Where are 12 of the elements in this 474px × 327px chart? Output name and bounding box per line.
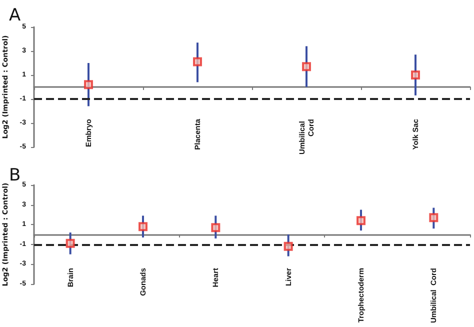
point	[66, 238, 75, 248]
point	[356, 216, 366, 226]
point	[284, 242, 293, 251]
point	[211, 223, 220, 232]
point	[193, 57, 202, 66]
point	[429, 213, 438, 222]
chart-title: A	[9, 6, 21, 26]
point	[411, 70, 420, 80]
point	[138, 222, 148, 232]
chart-title: B	[9, 166, 21, 186]
point	[302, 62, 311, 72]
point	[84, 80, 93, 90]
